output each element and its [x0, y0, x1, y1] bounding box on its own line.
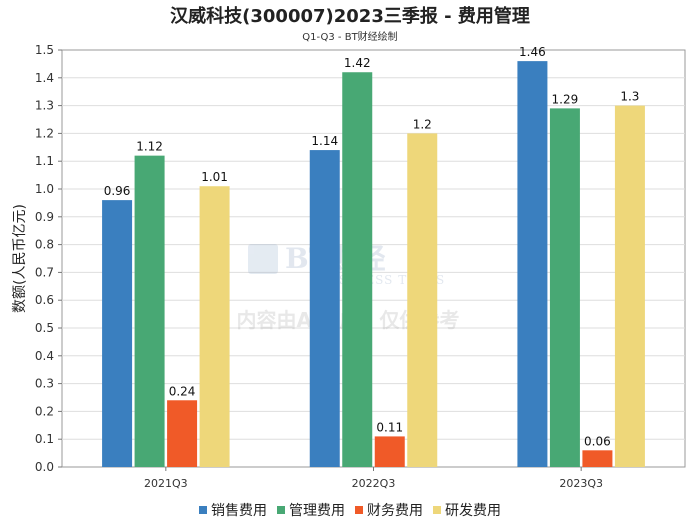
- watermark-logo-icon: [248, 244, 278, 274]
- y-tick-label: 0.1: [35, 432, 54, 446]
- x-tick-label: 2022Q3: [352, 477, 396, 490]
- bar: [407, 133, 438, 467]
- data-label: 1.42: [344, 56, 371, 70]
- x-tick-label: 2021Q3: [144, 477, 188, 490]
- bar: [517, 61, 548, 468]
- legend-label: 财务费用: [367, 503, 423, 519]
- data-label: 0.11: [376, 420, 403, 434]
- legend-label: 管理费用: [289, 503, 345, 519]
- y-tick-label: 0.0: [35, 460, 54, 474]
- y-tick-label: 0.5: [35, 321, 54, 335]
- y-tick-label: 0.2: [35, 404, 54, 418]
- legend-swatch: [199, 506, 207, 514]
- bar: [167, 400, 198, 467]
- y-tick-label: 1.0: [35, 182, 54, 196]
- y-tick-label: 1.5: [35, 43, 54, 57]
- y-tick-label: 1.3: [35, 99, 54, 113]
- data-label: 0.06: [584, 434, 611, 448]
- y-tick-label: 0.8: [35, 238, 54, 252]
- chart-subtitle: Q1-Q3 - BT财经绘制: [302, 32, 398, 43]
- bar: [549, 108, 580, 467]
- legend-item: 研发费用: [433, 500, 501, 520]
- y-tick-label: 0.4: [35, 349, 54, 363]
- legend-swatch: [433, 506, 441, 514]
- data-label: 1.2: [413, 117, 432, 131]
- y-tick-label: 0.7: [35, 265, 54, 279]
- legend-item: 管理费用: [277, 500, 345, 520]
- data-label: 1.46: [519, 45, 546, 59]
- bar: [374, 436, 405, 467]
- y-tick-label: 0.9: [35, 210, 54, 224]
- legend-swatch: [277, 506, 285, 514]
- chart-title: 汉威科技(300007)2023三季报 - 费用管理: [170, 6, 530, 27]
- data-label: 1.3: [620, 90, 639, 104]
- legend-swatch: [355, 506, 363, 514]
- legend: 销售费用 管理费用 财务费用 研发费用: [0, 500, 700, 520]
- data-label: 0.96: [104, 184, 131, 198]
- y-tick-label: 1.2: [35, 126, 54, 140]
- y-tick-label: 1.4: [35, 71, 54, 85]
- data-label: 0.24: [169, 384, 196, 398]
- legend-label: 研发费用: [445, 503, 501, 519]
- legend-item: 销售费用: [199, 500, 267, 520]
- bar: [134, 155, 165, 467]
- data-label: 1.01: [201, 170, 228, 184]
- data-label: 1.29: [552, 92, 579, 106]
- bar: [309, 150, 340, 467]
- data-label: 1.12: [136, 140, 163, 154]
- y-axis-label: 数额(人民币亿元): [12, 204, 28, 313]
- bar: [102, 200, 133, 467]
- legend-item: 财务费用: [355, 500, 423, 520]
- y-tick-label: 0.6: [35, 293, 54, 307]
- bar: [342, 72, 373, 468]
- y-tick-label: 0.3: [35, 377, 54, 391]
- y-tick-label: 1.1: [35, 154, 54, 168]
- data-label: 1.14: [311, 134, 338, 148]
- bar: [614, 105, 645, 467]
- bar: [582, 450, 613, 467]
- bar: [199, 186, 230, 467]
- x-tick-label: 2023Q3: [559, 477, 603, 490]
- legend-label: 销售费用: [211, 503, 267, 519]
